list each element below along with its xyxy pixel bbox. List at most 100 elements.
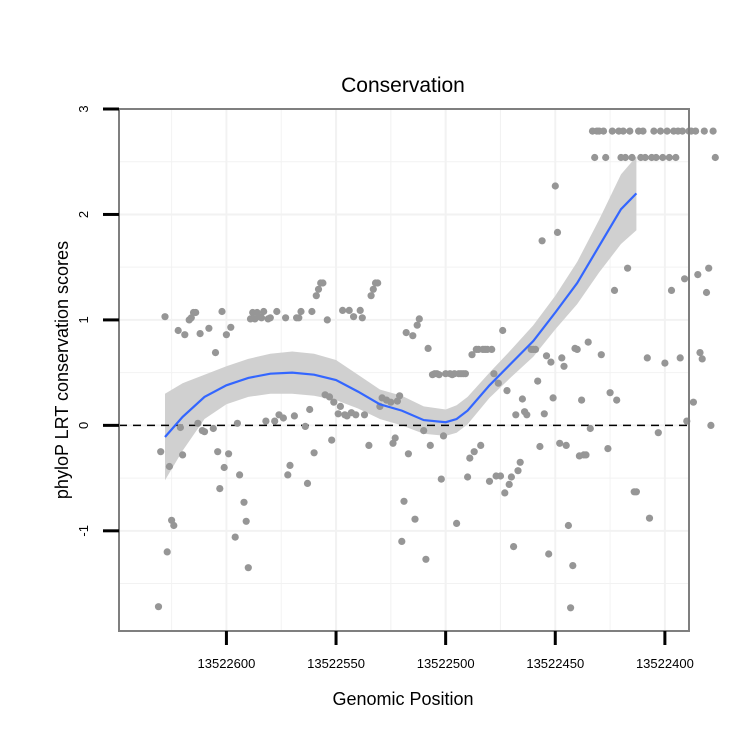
data-point <box>367 292 375 300</box>
data-point <box>358 314 366 322</box>
data-point <box>540 410 548 418</box>
data-point <box>547 358 555 366</box>
data-point <box>531 345 540 353</box>
data-point <box>466 454 474 462</box>
data-point <box>314 285 323 293</box>
data-point <box>698 355 706 363</box>
data-point <box>709 127 717 135</box>
data-point <box>369 285 377 293</box>
data-point <box>628 153 636 162</box>
data-point <box>700 127 708 135</box>
y-tick-label: 3 <box>76 105 91 112</box>
data-point <box>477 441 485 449</box>
data-point <box>707 421 715 429</box>
data-point <box>170 521 178 530</box>
data-point <box>705 264 713 272</box>
x-axis-title: Genomic Position <box>332 689 473 709</box>
data-point <box>422 555 430 563</box>
data-point <box>242 517 250 525</box>
data-point <box>350 313 358 321</box>
y-axis-title: phyloP LRT conservation scores <box>52 241 72 499</box>
data-point <box>257 314 266 322</box>
data-point <box>681 275 689 283</box>
x-tick-label: 13522500 <box>417 656 475 671</box>
data-point <box>556 439 564 447</box>
data-point <box>626 127 634 135</box>
data-point <box>507 473 515 481</box>
data-point <box>398 537 406 546</box>
data-point <box>696 349 704 357</box>
data-point <box>330 398 338 406</box>
data-point <box>624 264 632 272</box>
data-point <box>643 354 651 362</box>
plot-frame <box>118 108 690 632</box>
data-point <box>301 422 309 430</box>
data-point <box>613 396 621 404</box>
data-point <box>663 127 671 135</box>
data-point <box>244 564 252 572</box>
data-point <box>391 434 399 442</box>
data-point <box>453 519 461 528</box>
data-point <box>501 489 509 497</box>
data-point <box>387 398 395 406</box>
data-point <box>641 153 649 162</box>
data-point <box>161 313 169 321</box>
data-point <box>200 428 209 436</box>
data-point <box>538 237 546 245</box>
data-point <box>352 411 360 419</box>
data-point <box>240 498 248 506</box>
data-point <box>273 307 281 316</box>
data-point <box>656 127 665 135</box>
data-point <box>435 371 443 379</box>
data-point <box>597 351 605 359</box>
data-point <box>514 467 522 475</box>
data-point <box>672 153 680 162</box>
data-point <box>282 314 290 322</box>
data-point <box>365 441 373 449</box>
data-point <box>233 419 241 427</box>
data-point <box>523 411 531 419</box>
data-point <box>426 441 434 449</box>
data-point <box>652 153 660 162</box>
data-point <box>692 127 700 135</box>
data-point <box>271 417 279 425</box>
data-point <box>420 427 428 435</box>
data-point <box>503 387 511 395</box>
data-point <box>339 306 347 314</box>
y-axis: -1 0 1 2 3 <box>76 105 119 537</box>
data-point <box>415 315 423 323</box>
data-point <box>678 127 687 135</box>
y-tick-label: 1 <box>76 316 91 323</box>
data-point <box>551 182 559 190</box>
data-point <box>402 329 410 337</box>
data-point <box>319 279 327 287</box>
data-point <box>549 394 557 402</box>
data-point <box>610 286 619 294</box>
data-point <box>542 352 551 360</box>
data-point <box>534 377 542 385</box>
data-point <box>328 436 336 444</box>
data-point <box>214 448 222 456</box>
data-point <box>694 271 702 279</box>
data-point <box>509 543 518 551</box>
data-point <box>211 349 220 357</box>
y-tick-label: -1 <box>76 525 91 537</box>
data-point <box>396 392 404 400</box>
data-point <box>266 314 274 322</box>
data-point <box>290 412 298 420</box>
data-point <box>154 603 163 611</box>
data-point <box>262 417 270 425</box>
data-point <box>411 515 419 523</box>
x-tick-label: 13522550 <box>307 656 365 671</box>
data-point <box>494 379 502 387</box>
data-point <box>665 153 673 162</box>
data-point <box>279 414 287 422</box>
data-point <box>437 475 445 483</box>
data-point <box>374 279 382 287</box>
data-point <box>336 402 344 410</box>
x-tick-label: 13522600 <box>198 656 256 671</box>
data-point <box>439 432 448 440</box>
data-point <box>345 306 353 314</box>
data-point <box>621 153 630 162</box>
data-point <box>181 331 189 339</box>
